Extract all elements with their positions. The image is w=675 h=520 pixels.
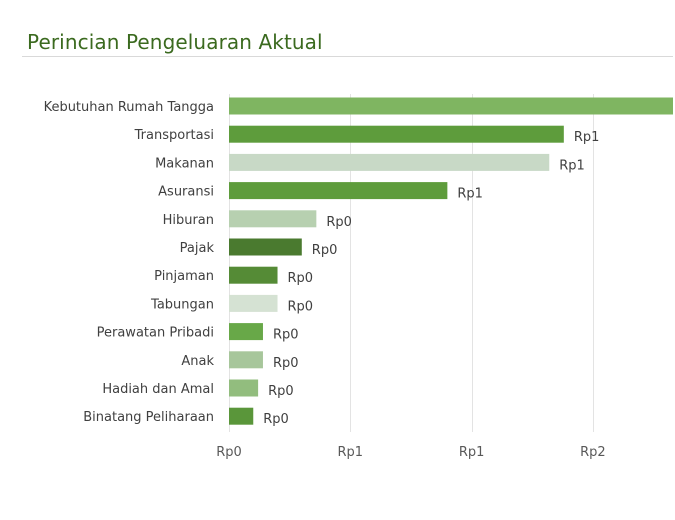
bar: [229, 294, 278, 312]
category-label: Anak: [181, 354, 214, 369]
category-label: Hiburan: [163, 213, 214, 228]
bar: [229, 182, 448, 200]
data-label: Rp1: [559, 158, 585, 173]
data-label: Rp0: [273, 328, 299, 343]
data-label: Rp0: [312, 243, 338, 258]
bar: [229, 266, 278, 284]
bars: [229, 97, 673, 425]
category-label: Tabungan: [150, 297, 214, 312]
title-divider: [22, 56, 673, 57]
category-label: Pinjaman: [154, 269, 214, 284]
bar: [229, 97, 673, 115]
bar: [229, 323, 263, 341]
gridlines: [229, 94, 594, 432]
category-label: Asuransi: [158, 185, 214, 200]
data-label: Rp0: [288, 271, 314, 286]
category-label: Makanan: [155, 156, 214, 171]
category-labels: Kebutuhan Rumah Tangga Transportasi Makana…: [44, 100, 215, 425]
data-label: Rp0: [263, 412, 289, 427]
data-label: Rp0: [326, 215, 352, 230]
data-label: Rp0: [288, 299, 314, 314]
x-axis-ticks: Rp0 Rp1 Rp1 Rp2: [216, 445, 605, 460]
bar: [229, 238, 302, 256]
bar: [229, 125, 564, 143]
x-tick-label: Rp1: [459, 445, 485, 460]
bar: [229, 379, 259, 397]
bar: [229, 210, 317, 228]
data-label: Rp1: [574, 130, 600, 145]
page-title: Perincian Pengeluaran Aktual: [27, 30, 323, 54]
category-label: Hadiah dan Amal: [102, 382, 214, 397]
bar: [229, 351, 263, 369]
x-tick-label: Rp2: [580, 445, 606, 460]
bar: [229, 407, 254, 425]
category-label: Binatang Peliharaan: [83, 410, 214, 425]
category-label: Perawatan Pribadi: [97, 326, 214, 341]
bar: [229, 153, 550, 171]
x-tick-label: Rp1: [338, 445, 364, 460]
category-label: Transportasi: [134, 128, 214, 143]
data-labels: Rp1 Rp1 Rp1 Rp0 Rp0 Rp0 Rp0 Rp0 Rp0 Rp0 Rp0: [263, 130, 599, 427]
data-label: Rp1: [457, 187, 483, 202]
data-label: Rp0: [273, 356, 299, 371]
x-tick-label: Rp0: [216, 445, 242, 460]
category-label: Kebutuhan Rumah Tangga: [44, 100, 214, 115]
data-label: Rp0: [268, 384, 294, 399]
category-label: Pajak: [180, 241, 215, 256]
